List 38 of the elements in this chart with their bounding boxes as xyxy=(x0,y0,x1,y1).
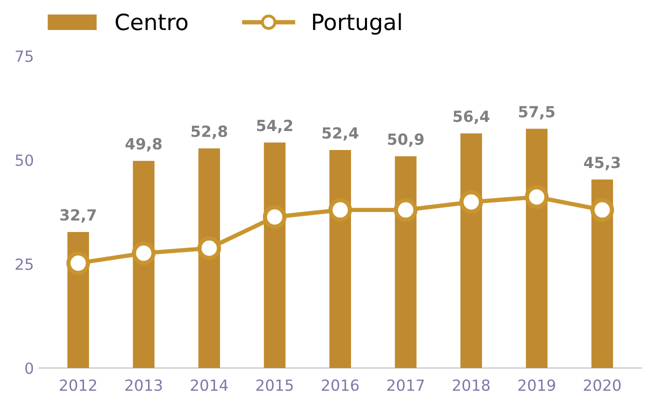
y-tick-label: 50 xyxy=(16,154,34,166)
x-tick-label: 2017 xyxy=(387,379,424,391)
data-label: 49,8 xyxy=(126,138,162,152)
point xyxy=(132,241,156,265)
bar xyxy=(132,160,154,368)
legend-label: Centro xyxy=(116,14,188,30)
x-tick-label: 2016 xyxy=(322,379,359,391)
y-tick-label: 75 xyxy=(16,50,33,62)
bar xyxy=(526,128,548,368)
bar xyxy=(394,156,417,368)
y-tick-label: 25 xyxy=(16,258,33,270)
x-tick-label: 2015 xyxy=(256,379,293,391)
point xyxy=(262,205,287,229)
data-label: 32,7 xyxy=(60,209,96,223)
data-label: 45,3 xyxy=(584,156,620,170)
data-label: 54,2 xyxy=(257,120,292,134)
data-label: 50,9 xyxy=(388,133,424,147)
data-label: 56,4 xyxy=(454,110,490,124)
x-tick-label: 2020 xyxy=(584,379,621,391)
point xyxy=(459,190,484,214)
point xyxy=(66,251,90,275)
y-tick-label: 0 xyxy=(25,362,34,374)
data-label: 52,4 xyxy=(322,127,358,141)
point xyxy=(328,198,352,222)
data-label: 52,8 xyxy=(192,126,228,140)
point xyxy=(394,198,418,222)
bar xyxy=(460,133,482,368)
point xyxy=(590,198,614,222)
point xyxy=(524,185,549,209)
x-tick-label: 2012 xyxy=(60,379,96,391)
x-tick-label: 2013 xyxy=(125,379,162,391)
data-label: 57,5 xyxy=(519,106,554,120)
x-tick-label: 2019 xyxy=(518,379,556,391)
point xyxy=(197,236,221,260)
x-tick-label: 2018 xyxy=(452,379,490,391)
x-tick-label: 2014 xyxy=(190,379,228,391)
legend-label: Portugal xyxy=(313,13,401,35)
bar xyxy=(329,150,352,368)
